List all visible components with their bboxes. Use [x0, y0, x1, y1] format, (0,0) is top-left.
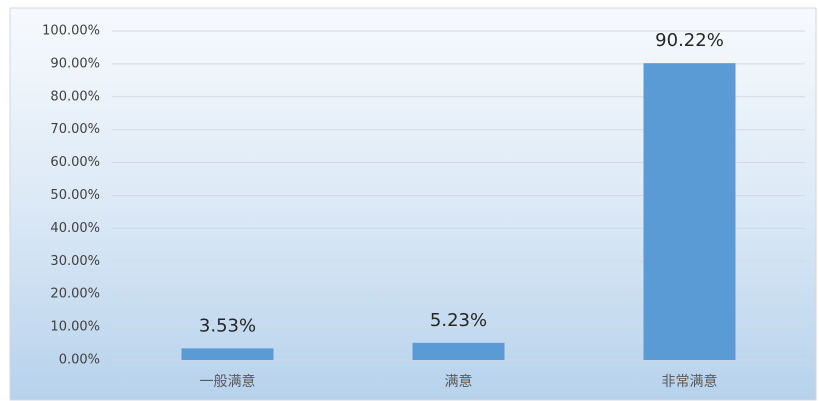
value-label: 5.23%	[430, 310, 487, 331]
y-tick-label: 10.00%	[50, 320, 100, 335]
x-tick-label: 非常满意	[662, 373, 718, 390]
bar	[181, 348, 274, 360]
y-tick-label: 90.00%	[50, 56, 100, 71]
y-tick-label: 20.00%	[50, 287, 100, 302]
bar	[412, 342, 505, 360]
y-tick-label: 40.00%	[50, 221, 100, 236]
y-tick-label: 80.00%	[50, 89, 100, 104]
x-tick-label: 一般满意	[200, 373, 256, 390]
x-tick-label: 满意	[445, 373, 473, 390]
y-tick-label: 0.00%	[59, 353, 100, 368]
y-tick-label: 50.00%	[50, 188, 100, 203]
value-label: 90.22%	[655, 30, 724, 51]
bar	[643, 63, 736, 360]
y-tick-label: 100.00%	[42, 24, 100, 39]
y-tick-label: 60.00%	[50, 155, 100, 170]
y-tick-label: 70.00%	[50, 122, 100, 137]
y-tick-label: 30.00%	[50, 254, 100, 269]
value-label: 3.53%	[199, 315, 256, 336]
